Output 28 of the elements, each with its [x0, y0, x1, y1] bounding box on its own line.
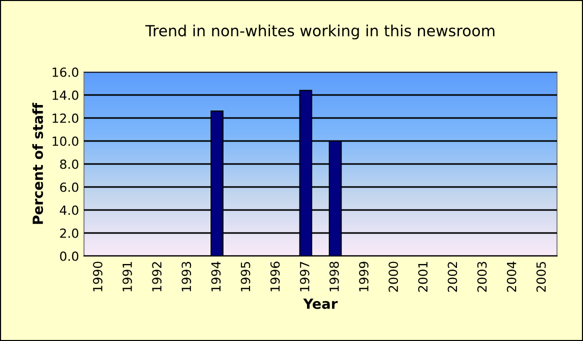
x-tick-label: 1998 — [329, 262, 339, 292]
y-tick-label: 10.0 — [52, 136, 78, 146]
x-axis-title: Year — [303, 298, 338, 309]
y-tick-label: 6.0 — [60, 182, 78, 192]
x-tick-label: 1995 — [240, 262, 250, 292]
x-tick-label: 2005 — [536, 262, 546, 292]
y-tick-label: 14.0 — [52, 90, 78, 100]
y-tick-label: 8.0 — [60, 159, 78, 169]
x-tick-label: 1997 — [300, 262, 310, 292]
chart-title: Trend in non-whites working in this newsroom — [145, 24, 494, 40]
x-tick-label: 1996 — [270, 262, 280, 292]
x-tick-label: 2000 — [388, 262, 398, 292]
y-tick-label: 0.0 — [60, 251, 78, 261]
x-tick-label: 1990 — [92, 262, 102, 292]
x-tick-label: 2001 — [418, 262, 428, 292]
x-tick-label: 2004 — [506, 262, 516, 292]
y-axis-title: Percent of staff — [32, 102, 44, 224]
x-tick-label: 2002 — [448, 262, 458, 292]
y-tick-label: 16.0 — [52, 67, 78, 77]
y-tick-label: 12.0 — [52, 113, 78, 123]
x-tick-label: 1991 — [122, 262, 132, 292]
x-tick-label: 1994 — [211, 262, 221, 292]
y-tick-label: 4.0 — [60, 205, 78, 215]
x-tick-label: 1992 — [152, 262, 162, 292]
y-tick-label: 2.0 — [60, 228, 78, 238]
x-tick-label: 1993 — [182, 262, 192, 292]
x-tick-label: 1999 — [359, 262, 368, 292]
x-tick-label: 2003 — [477, 262, 487, 292]
